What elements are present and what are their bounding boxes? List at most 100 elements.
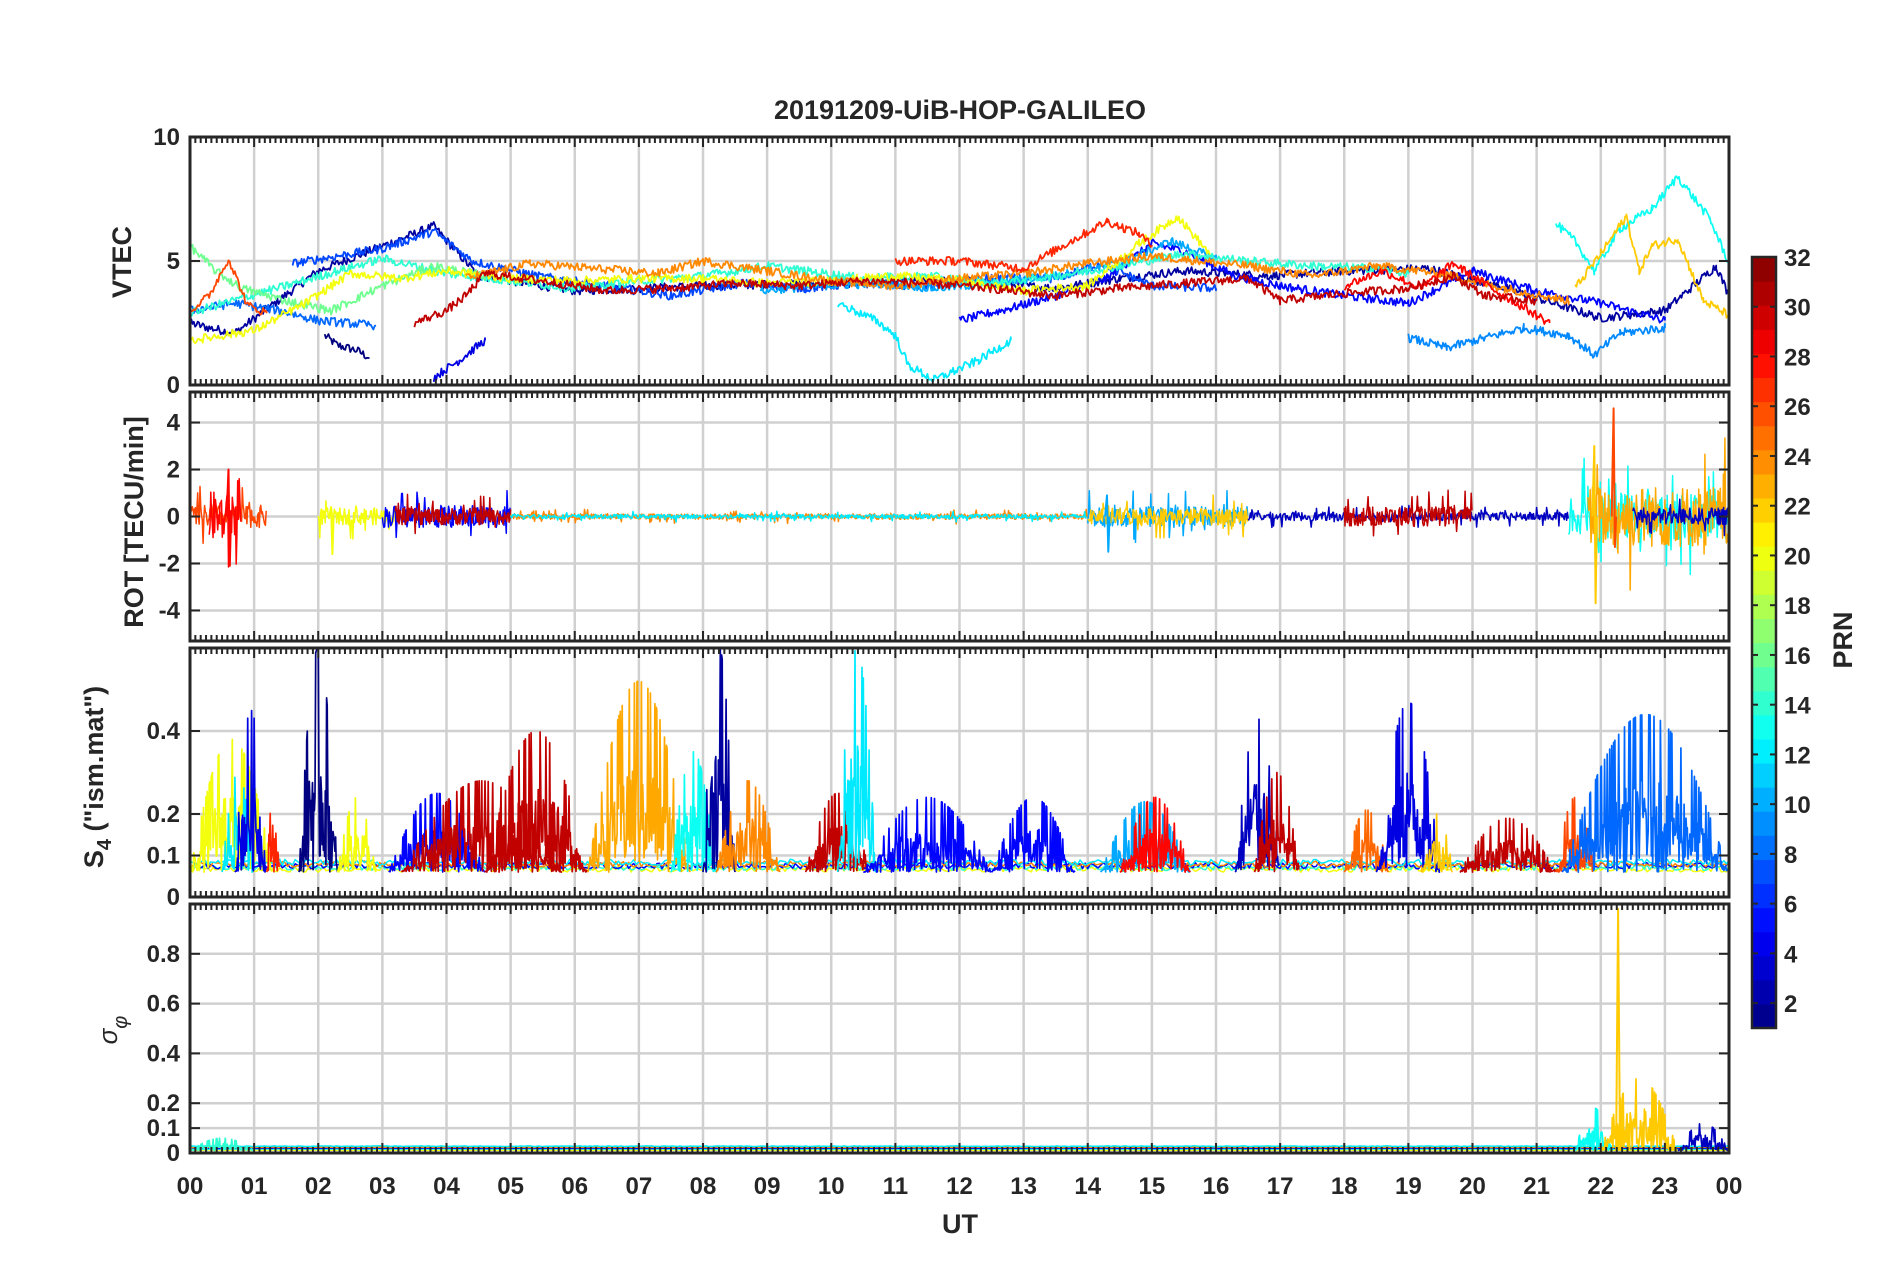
colorbar-swatch — [1752, 473, 1776, 499]
figure-title: 20191209-UiB-HOP-GALILEO — [774, 95, 1146, 125]
series-line-prn-28 — [1119, 796, 1192, 873]
rot-panel: -4 -2 0 2 4 — [159, 390, 1731, 643]
series-line-prn-28 — [1343, 260, 1551, 325]
colorbar-tick-label: 4 — [1784, 941, 1798, 968]
colorbar-swatch — [1752, 522, 1776, 547]
svg-text:σφ: σφ — [93, 1016, 132, 1045]
vtec-y-label: VTEC — [107, 226, 137, 298]
s4-panel: 0 0.1 0.2 0.4 — [147, 646, 1731, 911]
series-line-prn-12 — [836, 649, 877, 873]
y-tick-label: 0.6 — [147, 991, 180, 1018]
series-line-prn-22 — [1087, 494, 1249, 539]
colorbar-frame — [1750, 255, 1778, 1030]
series-line-prn-8 — [1561, 713, 1729, 873]
rot-y-label: ROT [TECU/min] — [119, 416, 149, 627]
series-line-prn-26 — [190, 259, 268, 316]
svg-text:S4 ("ism.mat"): S4 ("ism.mat") — [79, 686, 116, 868]
colorbar-tick-label: 20 — [1784, 543, 1811, 570]
y-tick-label: 0 — [167, 884, 180, 911]
y-tick-label: 0 — [167, 504, 180, 531]
x-tick-label: 10 — [818, 1173, 845, 1200]
colorbar-tick-label: 16 — [1784, 643, 1811, 670]
x-tick-label: 11 — [883, 1173, 908, 1200]
colorbar-swatch — [1752, 497, 1776, 523]
x-tick-label: 19 — [1395, 1173, 1422, 1200]
series-line-prn-20 — [336, 796, 377, 873]
y-tick-label: 0 — [167, 1140, 180, 1167]
colorbar-tick-label: 10 — [1784, 792, 1811, 819]
series-line-prn-22 — [1420, 813, 1453, 873]
y-tick-label: 0.2 — [147, 801, 180, 828]
series-line-prn-1 — [323, 333, 370, 360]
colorbar-tick-label: 12 — [1784, 742, 1811, 769]
x-tick-label: 03 — [369, 1173, 396, 1200]
series-line-prn-12 — [509, 510, 1088, 523]
y-tick-label: -4 — [159, 597, 181, 624]
y-tick-label: 2 — [167, 457, 180, 484]
y-tick-label: 4 — [167, 410, 181, 437]
colorbar-swatch — [1752, 859, 1776, 885]
x-tick-label: 20 — [1459, 1173, 1486, 1200]
y-tick-label: 0 — [167, 372, 180, 399]
x-tick-label: 05 — [497, 1173, 524, 1200]
peak-spike — [328, 506, 335, 556]
colorbar-swatch — [1752, 257, 1776, 282]
series-line-prn-5 — [863, 796, 993, 873]
series-line-prn-20 — [190, 215, 1211, 345]
series-line-prn-28 — [208, 477, 242, 568]
x-tick-label: 16 — [1203, 1173, 1230, 1200]
x-tick-label: 15 — [1139, 1173, 1166, 1200]
colorbar-swatch — [1752, 594, 1776, 620]
colorbar-swatch — [1752, 666, 1776, 692]
series-line-prn-3 — [1632, 498, 1729, 537]
y-tick-label: 0.4 — [147, 718, 181, 745]
colorbar-label: PRN — [1828, 611, 1858, 668]
peak-spike — [1610, 407, 1618, 548]
series-line-prn-27 — [894, 217, 1153, 273]
series-line-prn-14 — [190, 249, 1410, 318]
colorbar-swatch — [1752, 714, 1776, 740]
colorbar-tick-label: 30 — [1784, 295, 1811, 322]
series-line-prn-3 — [1247, 504, 1569, 529]
series-line-prn-4 — [234, 709, 268, 873]
colorbar-swatch — [1752, 955, 1776, 981]
colorbar-swatch — [1752, 787, 1776, 812]
x-tick-label: 22 — [1587, 1173, 1614, 1200]
series-line-prn-24 — [715, 779, 781, 873]
x-tick-label: 00 — [1716, 1173, 1743, 1200]
x-tick-label: 00 — [177, 1173, 204, 1200]
peak-spike — [1615, 908, 1621, 1151]
series-line-prn-22 — [1600, 1078, 1678, 1152]
grid — [190, 904, 1729, 1153]
x-tick-label: 01 — [241, 1173, 268, 1200]
series-line-prn-9 — [1407, 322, 1666, 359]
colorbar-swatch — [1752, 425, 1776, 451]
series-line-prn-30 — [1343, 489, 1473, 537]
series-line-prn-30 — [1253, 771, 1300, 873]
colorbar-tick-label: 8 — [1784, 842, 1797, 869]
colorbar-tick-label: 2 — [1784, 991, 1797, 1018]
colorbar-swatch — [1752, 762, 1776, 788]
colorbar-swatch — [1752, 738, 1776, 764]
series-line-prn-27 — [266, 812, 280, 873]
peak-spike — [1104, 494, 1111, 553]
colorbar-swatch — [1752, 353, 1776, 379]
y-tick-label: 10 — [153, 124, 180, 151]
sigma-phi-panel: 00.10.2 0.4 0.6 0.8 — [147, 902, 1731, 1167]
x-tick-label: 09 — [754, 1173, 781, 1200]
colorbar-swatch — [1752, 907, 1776, 933]
x-tick-label: 02 — [305, 1173, 332, 1200]
series-line-prn-13 — [1555, 175, 1729, 276]
series-line-prn-1 — [298, 648, 339, 873]
x-tick-label: 13 — [1010, 1173, 1037, 1200]
x-tick-label: 08 — [690, 1173, 717, 1200]
sigma-phi-y-label: σφ — [93, 1016, 132, 1045]
series-line-prn-30 — [413, 269, 1538, 328]
series-line-prn-30 — [484, 731, 589, 873]
colorbar-tick-label: 6 — [1784, 892, 1797, 919]
series-line-prn-22 — [1574, 213, 1729, 320]
data-lines — [190, 175, 1729, 383]
series-line-prn-5 — [388, 792, 486, 873]
